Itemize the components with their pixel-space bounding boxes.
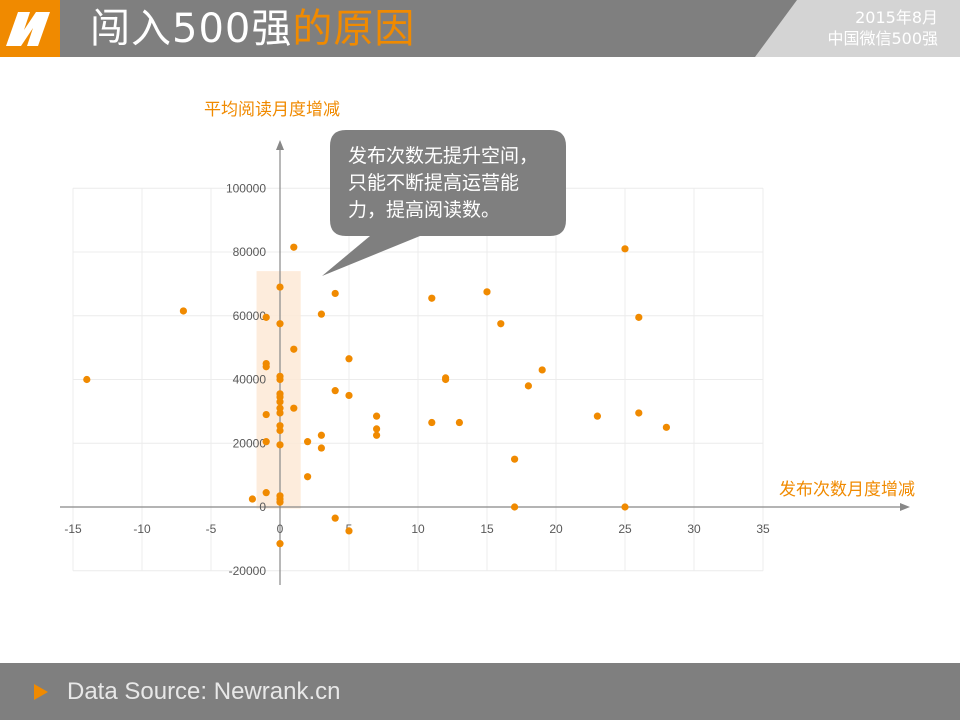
x-tick-label: 0 bbox=[277, 522, 284, 536]
data-point bbox=[538, 366, 546, 374]
report-date: 2015年8月 bbox=[855, 8, 938, 27]
callout-line-3: 力，提高阅读数。 bbox=[348, 199, 501, 221]
data-point bbox=[262, 489, 270, 497]
data-point bbox=[373, 425, 381, 433]
data-point bbox=[262, 363, 270, 371]
data-point bbox=[276, 283, 284, 291]
data-point bbox=[276, 540, 284, 548]
x-tick-label: -10 bbox=[133, 522, 151, 536]
data-point bbox=[290, 243, 298, 251]
data-point bbox=[510, 503, 519, 511]
footer-bar bbox=[0, 663, 960, 720]
y-axis-label: 平均阅读月度增减 bbox=[204, 100, 340, 120]
highlight-band bbox=[256, 271, 301, 509]
y-tick-label: 20000 bbox=[233, 436, 267, 450]
x-axis-arrow-icon bbox=[900, 503, 910, 511]
title-white-part: 闯入500强 bbox=[90, 6, 293, 52]
data-point bbox=[331, 289, 339, 298]
scatter-chart: -15-10-505101520253035-20000020000400006… bbox=[60, 100, 915, 585]
data-point bbox=[83, 375, 91, 384]
callout-line-2: 只能不断提高运营能 bbox=[348, 172, 520, 194]
data-point bbox=[510, 455, 519, 463]
data-point bbox=[428, 418, 436, 427]
data-point bbox=[179, 307, 187, 315]
data-point bbox=[662, 423, 671, 431]
chart-axes bbox=[60, 140, 910, 585]
data-point bbox=[621, 503, 629, 511]
y-tick-label: 0 bbox=[259, 500, 266, 514]
y-tick-label: 60000 bbox=[233, 309, 267, 323]
tick-labels: -15-10-505101520253035-20000020000400006… bbox=[64, 181, 770, 578]
x-tick-label: 30 bbox=[687, 522, 701, 536]
data-point bbox=[276, 398, 284, 406]
data-point bbox=[317, 444, 325, 452]
y-tick-label: -20000 bbox=[229, 564, 267, 578]
data-point bbox=[483, 288, 491, 296]
x-tick-label: -15 bbox=[64, 522, 82, 536]
data-point bbox=[455, 418, 463, 427]
data-point bbox=[524, 382, 533, 390]
header-corner-text: 2015年8月 中国微信500强 bbox=[827, 7, 938, 49]
data-point bbox=[262, 438, 270, 446]
data-point bbox=[262, 410, 270, 419]
data-point bbox=[345, 391, 353, 400]
y-axis-arrow-icon bbox=[276, 140, 284, 150]
x-tick-label: 10 bbox=[411, 522, 425, 536]
data-point bbox=[442, 375, 450, 384]
data-point bbox=[276, 375, 284, 384]
data-point bbox=[276, 441, 284, 449]
data-point bbox=[635, 313, 643, 321]
logo bbox=[0, 0, 60, 57]
data-point bbox=[428, 294, 436, 302]
title-orange-part: 的原因 bbox=[292, 6, 416, 52]
data-point bbox=[635, 409, 643, 417]
data-point bbox=[345, 527, 353, 535]
data-point bbox=[304, 473, 312, 481]
data-point bbox=[276, 426, 284, 435]
report-subtitle: 中国微信500强 bbox=[827, 29, 938, 48]
data-point bbox=[317, 310, 325, 318]
data-point bbox=[276, 320, 284, 328]
y-tick-label: 100000 bbox=[226, 181, 266, 195]
data-point bbox=[276, 498, 284, 506]
callout-bubble bbox=[322, 130, 566, 276]
play-arrow-icon bbox=[34, 684, 48, 700]
x-tick-label: 25 bbox=[618, 522, 632, 536]
callout-text: 发布次数无提升空间， 只能不断提高运营能 力，提高阅读数。 bbox=[348, 143, 563, 224]
data-point bbox=[290, 404, 298, 412]
data-point bbox=[593, 412, 602, 420]
data-point bbox=[497, 320, 505, 328]
data-point bbox=[345, 355, 353, 363]
data-point bbox=[317, 431, 325, 439]
data-point bbox=[621, 245, 629, 253]
data-point bbox=[373, 412, 381, 420]
x-tick-label: 15 bbox=[480, 522, 494, 536]
data-point bbox=[248, 495, 256, 503]
y-tick-label: 80000 bbox=[233, 245, 267, 259]
data-point bbox=[373, 431, 381, 439]
data-point bbox=[331, 514, 339, 522]
data-point bbox=[262, 313, 270, 321]
data-point bbox=[290, 345, 298, 353]
x-tick-label: 35 bbox=[756, 522, 770, 536]
data-point bbox=[331, 387, 339, 395]
y-tick-label: 40000 bbox=[233, 373, 267, 387]
n-logo-icon bbox=[6, 12, 50, 46]
data-points bbox=[83, 243, 671, 548]
x-axis-label: 发布次数月度增减 bbox=[779, 480, 915, 500]
chart-grid bbox=[72, 187, 764, 572]
data-point bbox=[276, 409, 284, 417]
data-source: Data Source: Newrank.cn bbox=[67, 678, 341, 705]
x-tick-label: 20 bbox=[549, 522, 563, 536]
data-point bbox=[304, 438, 312, 446]
callout-line-1: 发布次数无提升空间， bbox=[348, 145, 539, 167]
page-title: 闯入500强的原因 bbox=[90, 4, 415, 54]
x-tick-label: -5 bbox=[206, 522, 217, 536]
